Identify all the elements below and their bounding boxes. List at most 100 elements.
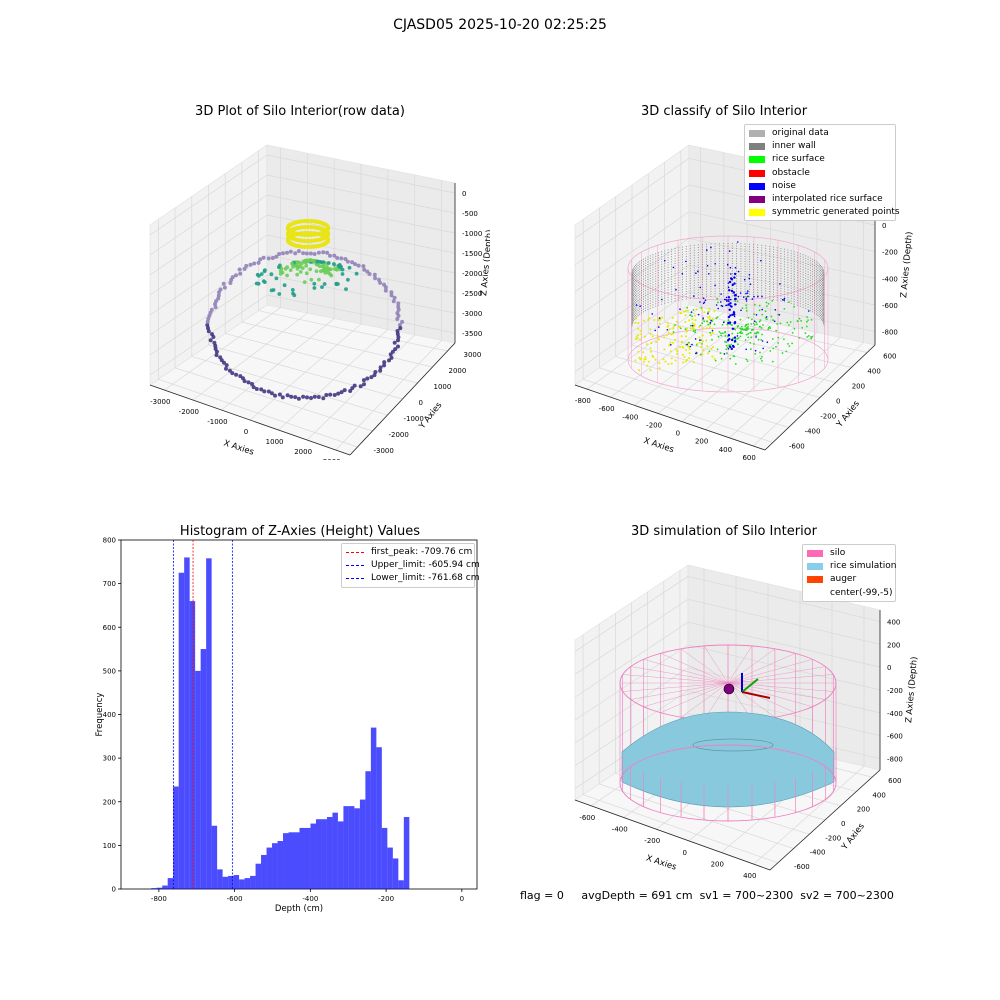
symmetric-point — [683, 355, 686, 358]
noise-point — [733, 315, 736, 318]
rice-surface-point — [745, 333, 748, 336]
y-tick-label: -600 — [794, 863, 810, 871]
sv2-text: sv2 = 700~2300 — [800, 889, 894, 902]
y-tick-label: 500 — [103, 667, 116, 675]
data-point — [305, 218, 311, 224]
silo-wire-line — [630, 682, 729, 700]
rice-surface-point — [788, 345, 791, 347]
data-point — [293, 395, 298, 400]
noise-point — [745, 348, 747, 351]
data-point — [332, 262, 336, 266]
noise-point — [745, 300, 748, 302]
grid-line — [574, 291, 690, 372]
legend-swatch — [346, 578, 364, 580]
symmetric-point — [708, 325, 711, 328]
data-point — [277, 292, 282, 296]
rice-surface-point — [709, 331, 712, 334]
rice-surface-point — [787, 343, 789, 345]
noise-point — [734, 303, 737, 306]
data-point — [295, 272, 300, 277]
symmetric-point — [703, 311, 706, 314]
noise-point — [730, 305, 733, 308]
avg-depth-text: avgDepth = 691 cm — [581, 889, 693, 902]
symmetric-point — [667, 331, 670, 334]
rice-surface-point — [713, 323, 716, 326]
y-tick-label: 0 — [419, 399, 423, 407]
z-axis-label: Z Axies (Depth) — [904, 656, 920, 723]
symmetric-point — [669, 350, 672, 353]
histogram-bar — [156, 887, 163, 889]
silo-wire-line — [643, 659, 729, 684]
data-point — [305, 238, 311, 244]
data-point — [332, 253, 337, 258]
data-point — [365, 376, 370, 381]
data-point — [288, 249, 293, 254]
noise-point — [730, 347, 733, 351]
rice-surface-point — [752, 328, 755, 331]
data-point — [251, 385, 256, 390]
symmetric-point — [701, 334, 704, 337]
rice-surface-point — [810, 336, 812, 338]
symmetric-point — [661, 316, 664, 319]
noise-point — [781, 298, 784, 301]
data-point — [396, 301, 401, 306]
data-point — [343, 257, 348, 261]
histogram-bar — [392, 858, 399, 889]
data-point — [266, 256, 271, 261]
data-point — [216, 296, 221, 301]
rice-surface-point — [765, 318, 768, 321]
legend-entry: noise — [749, 180, 890, 193]
symmetric-point — [683, 310, 685, 313]
grid-line — [266, 174, 456, 214]
data-point — [252, 261, 257, 266]
symmetric-point — [692, 327, 695, 330]
symmetric-point — [657, 338, 660, 341]
symmetric-point — [637, 350, 640, 353]
noise-point — [732, 345, 735, 349]
data-point — [250, 382, 254, 386]
data-point — [291, 264, 295, 269]
noise-point — [749, 283, 752, 286]
grid-line — [687, 598, 881, 645]
legend-entry: first_peak: -709.76 cm — [346, 546, 472, 559]
y-tick-label: 700 — [103, 580, 116, 588]
y-tick-label: -3000 — [374, 447, 394, 455]
rice-surface-point — [720, 332, 722, 335]
data-point — [325, 265, 329, 269]
x-tick-label: -400 — [622, 413, 638, 421]
noise-point — [709, 321, 712, 324]
rice-surface-point — [700, 353, 702, 356]
data-point — [244, 263, 249, 268]
rice-surface-point — [741, 307, 744, 309]
rice-surface-point — [775, 329, 778, 332]
rice-surface-point — [791, 342, 793, 345]
data-point — [361, 264, 366, 269]
rice-surface-point — [745, 358, 748, 361]
rice-surface-point — [750, 336, 753, 339]
grid-line — [599, 783, 794, 849]
rice-surface-point — [767, 302, 770, 305]
data-point — [224, 366, 228, 371]
rice-surface-point — [745, 296, 748, 299]
data-point — [332, 267, 337, 271]
rice-surface-point — [739, 335, 742, 338]
grid-line — [149, 214, 268, 296]
symmetric-point — [712, 346, 714, 349]
noise-point — [747, 290, 749, 292]
data-point — [396, 307, 401, 312]
data-point — [336, 391, 341, 396]
histogram-bar — [337, 821, 344, 889]
legend-label: silo — [830, 548, 846, 558]
symmetric-point — [706, 345, 709, 348]
rice-surface-point — [734, 363, 737, 365]
data-point — [340, 272, 345, 276]
data-point — [262, 389, 267, 394]
symmetric-point — [698, 336, 701, 339]
legend-swatch — [346, 552, 364, 554]
noise-point — [710, 246, 712, 249]
data-point — [312, 281, 317, 286]
data-point — [292, 293, 297, 298]
grid-line — [191, 356, 388, 416]
symmetric-point — [698, 326, 701, 328]
rice-surface-point — [725, 344, 728, 347]
